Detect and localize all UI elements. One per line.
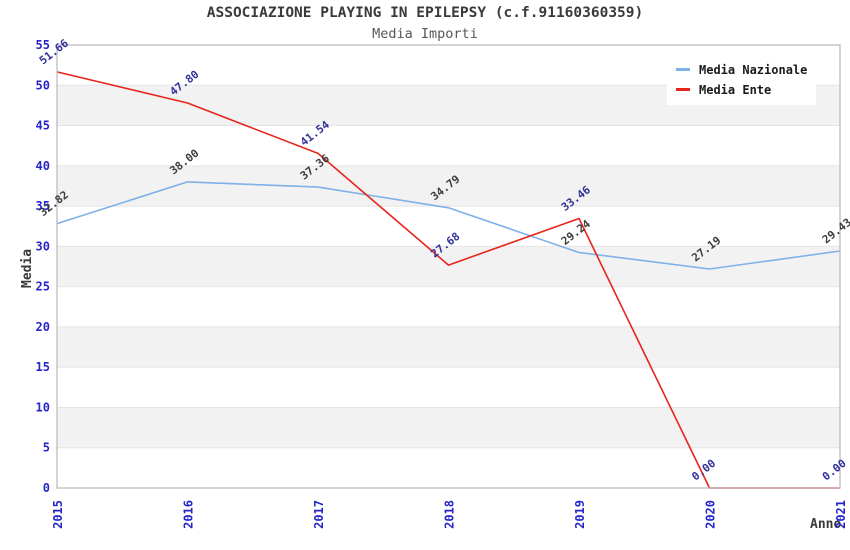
chart-title: ASSOCIAZIONE PLAYING IN EPILEPSY (c.f.91… <box>206 5 644 21</box>
y-tick-label: 45 <box>36 119 50 133</box>
y-tick-label: 35 <box>36 199 50 213</box>
x-axis-title: Anno <box>810 517 842 532</box>
y-tick-label: 25 <box>36 280 50 294</box>
y-tick-label: 5 <box>43 441 50 455</box>
x-tick-label: 2017 <box>312 500 326 529</box>
media-ente-line-swatch <box>676 88 690 91</box>
y-tick-label: 15 <box>36 360 50 374</box>
data-label: 29.43 <box>820 216 850 247</box>
plot-band <box>57 407 840 448</box>
plot-band <box>57 165 840 207</box>
data-label: 0.00 <box>820 457 849 484</box>
series-line-media-nazionale <box>56 181 841 270</box>
y-tick-label: 50 <box>36 78 50 92</box>
legend-label-media-ente: Media Ente <box>699 82 772 97</box>
legend: Media Nazionale Media Ente <box>667 55 817 105</box>
x-tick-label: 2020 <box>704 500 718 529</box>
x-tick-label: 2016 <box>182 500 196 529</box>
y-tick-label: 10 <box>36 400 50 414</box>
legend-item-media-ente: Media Ente <box>676 82 807 97</box>
x-tick-label: 2019 <box>573 500 587 529</box>
chart-subtitle: Media Importi <box>372 26 478 42</box>
media-nazionale-line-swatch <box>676 68 690 71</box>
x-tick-label: 2018 <box>443 500 457 529</box>
x-tick-label: 2021 <box>834 500 848 529</box>
legend-label-media-nazionale: Media Nazionale <box>699 62 808 77</box>
plot-border <box>56 44 841 489</box>
data-label: 29.24 <box>559 217 593 248</box>
legend-item-media-nazionale: Media Nazionale <box>676 62 807 77</box>
y-tick-label: 30 <box>36 239 50 253</box>
y-tick-label: 20 <box>36 320 50 334</box>
x-tick-label: 2015 <box>51 500 65 529</box>
y-tick-label: 0 <box>43 481 50 495</box>
y-tick-label: 55 <box>36 38 50 52</box>
data-label: 0.00 <box>689 457 718 484</box>
y-tick-label: 40 <box>36 159 50 173</box>
plot-band <box>57 326 840 368</box>
plot-band <box>57 246 840 287</box>
